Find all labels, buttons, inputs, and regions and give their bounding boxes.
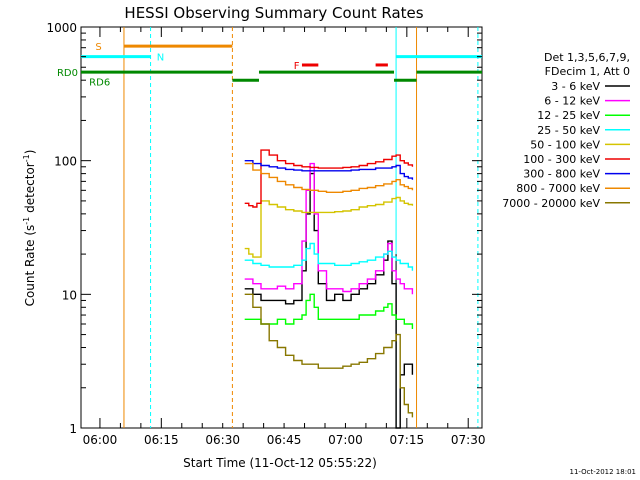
y-axis-label: Count Rate (s-1 detector-1) bbox=[22, 150, 37, 307]
series-line-6 bbox=[244, 160, 414, 180]
legend-header: FDecim 1, Att 0 bbox=[545, 65, 630, 78]
x-tick-label: 07:15 bbox=[390, 433, 425, 447]
timestamp-stamp: 11-Oct-2012 18:01 bbox=[570, 468, 636, 476]
flag-label-rd0: RD0 bbox=[57, 68, 78, 79]
x-tick-label: 06:30 bbox=[205, 433, 240, 447]
y-tick-label: 1 bbox=[69, 422, 77, 436]
flag-label-s: S bbox=[95, 42, 101, 53]
y-tick-label: 1000 bbox=[46, 21, 77, 35]
legend-header: Det 1,3,5,6,7,9, bbox=[544, 51, 630, 64]
y-axis-label-end: ) bbox=[23, 150, 37, 155]
plot-marks: S N F RD0 RD6 bbox=[57, 27, 482, 429]
y-tick-label: 100 bbox=[54, 155, 77, 169]
series-line-1 bbox=[244, 162, 414, 295]
y-axis-label-sup1: -1 bbox=[22, 217, 31, 225]
legend-entry-label: 300 - 800 keV bbox=[523, 168, 600, 181]
flag-label-f: F bbox=[294, 61, 300, 72]
y-axis-label-sup2: -1 bbox=[22, 154, 31, 162]
legend-entry-label: 7000 - 20000 keV bbox=[502, 197, 600, 210]
legend-entry-label: 25 - 50 keV bbox=[537, 124, 600, 137]
legend-entry-label: 50 - 100 keV bbox=[530, 138, 600, 151]
series-line-2 bbox=[244, 293, 414, 329]
flag-label-n: N bbox=[157, 53, 164, 64]
chart-title: HESSI Observing Summary Count Rates bbox=[124, 4, 423, 22]
legend-entry-label: 100 - 300 keV bbox=[523, 153, 600, 166]
x-tick-label: 06:15 bbox=[144, 433, 179, 447]
x-tick-label: 07:30 bbox=[451, 433, 486, 447]
legend-entry-label: 3 - 6 keV bbox=[551, 80, 600, 93]
y-axis: 1 10 100 1000 bbox=[46, 21, 482, 436]
series-line-8 bbox=[244, 293, 414, 418]
series-line-7 bbox=[244, 162, 414, 193]
legend-entry-label: 12 - 25 keV bbox=[537, 109, 600, 122]
plot-frame bbox=[80, 26, 483, 429]
legend: Det 1,3,5,6,7,9,FDecim 1, Att 0 3 - 6 keV… bbox=[502, 51, 630, 210]
x-tick-label: 07:00 bbox=[328, 433, 363, 447]
series-line-3 bbox=[244, 242, 414, 271]
series-line-5 bbox=[244, 149, 414, 208]
series-line-4 bbox=[244, 196, 414, 258]
y-tick-label: 10 bbox=[62, 288, 77, 302]
flag-label-rd6: RD6 bbox=[89, 78, 110, 89]
x-tick-label: 06:45 bbox=[267, 433, 302, 447]
y-axis-label-mid: detector bbox=[23, 162, 37, 217]
y-axis-label-main: Count Rate (s bbox=[23, 225, 37, 307]
x-axis: 06:00 06:15 06:30 06:45 07:00 07:15 07:30 bbox=[83, 27, 486, 447]
series-line-0 bbox=[244, 172, 414, 429]
legend-entry-label: 800 - 7000 keV bbox=[516, 182, 600, 195]
x-axis-label: Start Time (11-Oct-12 05:55:22) bbox=[183, 456, 377, 470]
x-tick-label: 06:00 bbox=[83, 433, 118, 447]
legend-entry-label: 6 - 12 keV bbox=[544, 95, 600, 108]
